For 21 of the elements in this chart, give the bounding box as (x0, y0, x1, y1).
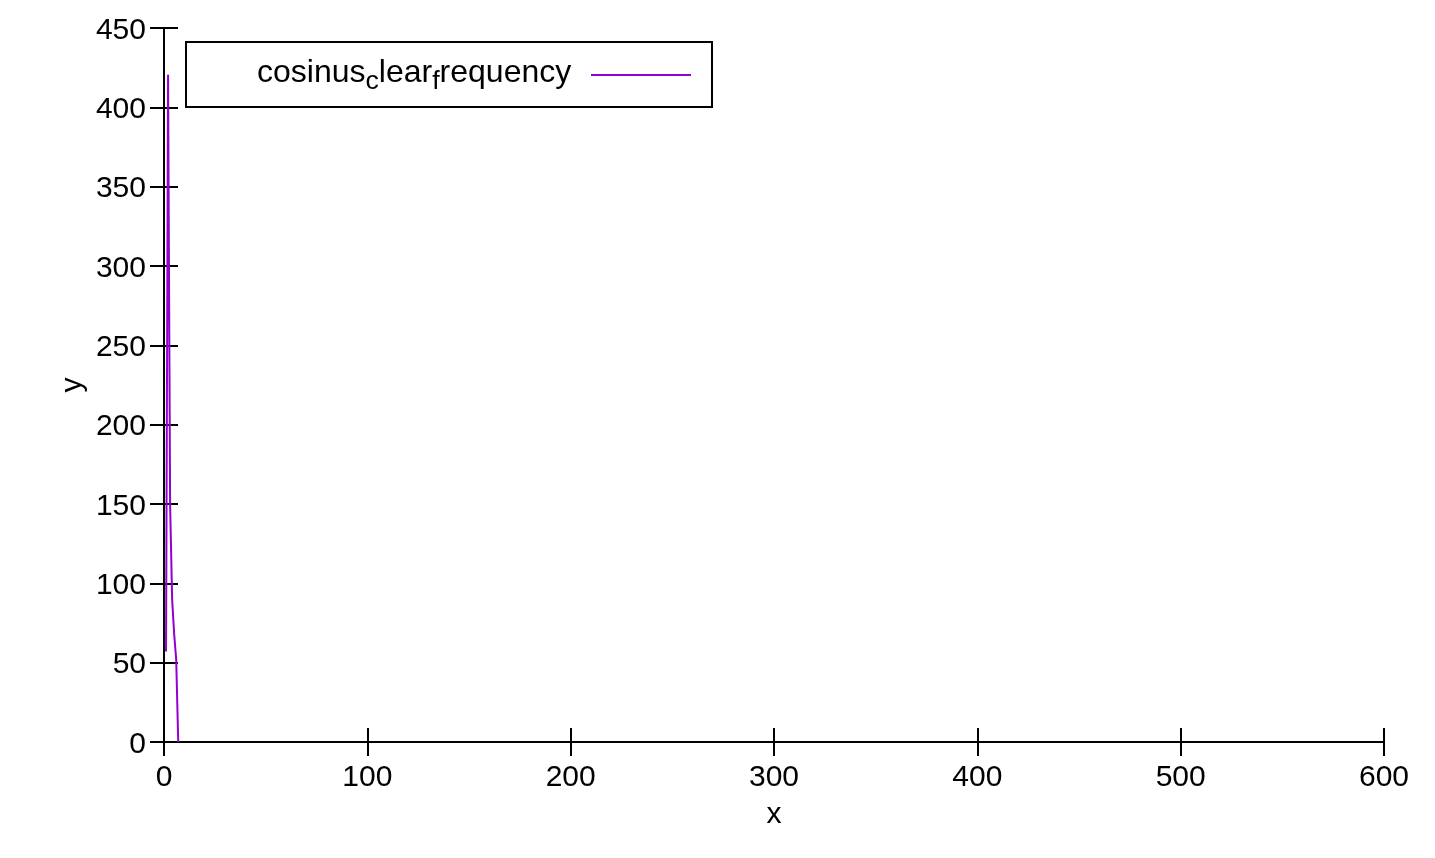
y-tick-label: 450 (95, 11, 146, 45)
x-tick-label: 0 (155, 758, 173, 792)
y-tick-label: 0 (129, 725, 146, 759)
x-tick-label: 200 (545, 758, 596, 792)
y-tick-label: 300 (95, 249, 146, 283)
y-tick-label: 400 (95, 90, 146, 124)
y-tick-label: 350 (95, 170, 146, 204)
x-tick-label: 600 (1358, 758, 1410, 792)
x-tick-label: 300 (748, 758, 800, 792)
y-tick-label: 150 (95, 487, 146, 521)
y-tick-label: 50 (112, 646, 146, 680)
y-tick-label: 250 (95, 328, 146, 362)
y-tick-label: 100 (95, 566, 146, 600)
x-tick-label: 500 (1155, 758, 1206, 792)
y-tick-label: 200 (95, 408, 146, 442)
x-axis-title: x (766, 795, 782, 829)
y-axis-title: y (53, 377, 87, 393)
line-series (165, 74, 180, 743)
x-tick-label: 400 (952, 758, 1003, 792)
legend-label: cosinus$_{c}$lear$_{f}$requency (257, 53, 572, 97)
x-tick-label: 100 (342, 758, 393, 792)
